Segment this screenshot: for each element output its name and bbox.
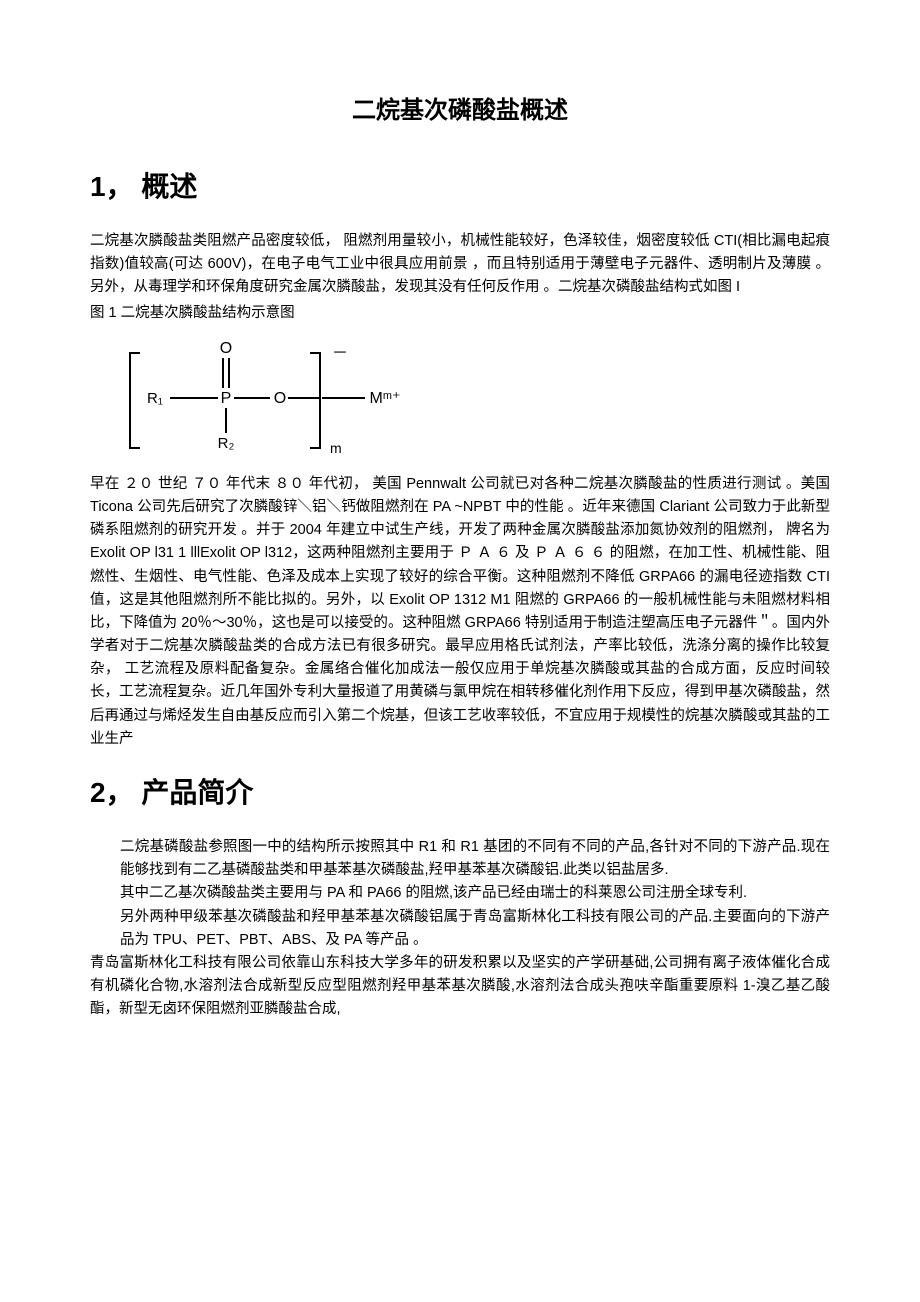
chemical-structure-diagram: O P R₁ O R₂ － m Mᵐ⁺ (110, 333, 410, 463)
label-r2: R₂ (218, 435, 235, 452)
section-2-para-2: 其中二乙基次磷酸盐类主要用与 PA 和 PA66 的阻燃,该产品已经由瑞士的科莱… (120, 882, 830, 905)
bracket-left (130, 353, 140, 448)
label-sub-m: m (330, 440, 342, 456)
section-2-para-4: 青岛富斯林化工科技有限公司依靠山东科技大学多年的研发积累以及坚实的产学研基础,公… (90, 952, 830, 1022)
document-title: 二烷基次磷酸盐概述 (90, 90, 830, 125)
section-1-heading: 1， 概述 (90, 165, 830, 205)
label-r1: R₁ (147, 390, 163, 407)
section-2-para-3: 另外两种甲级苯基次磷酸盐和羟甲基苯基次磷酸铝属于青岛富斯林化工科技有限公司的产品… (120, 906, 830, 952)
section-1-para-2: 早在 ２０ 世纪 ７０ 年代末 ８０ 年代初， 美国 Pennwalt 公司就已… (90, 473, 830, 751)
page: 二烷基次磷酸盐概述 1， 概述 二烷基次膦酸盐类阻燃产品密度较低， 阻燃剂用量较… (0, 0, 920, 1302)
bracket-right (310, 353, 320, 448)
section-1-para-1: 二烷基次膦酸盐类阻燃产品密度较低， 阻燃剂用量较小，机械性能较好，色泽较佳，烟密… (90, 230, 830, 300)
label-o-top: O (220, 340, 232, 357)
label-m: Mᵐ⁺ (370, 390, 401, 407)
label-p: P (221, 390, 232, 407)
label-minus: － (332, 345, 348, 362)
section-2-para-1: 二烷基磷酸盐参照图一中的结构所示按照其中 R1 和 R1 基团的不同有不同的产品… (120, 836, 830, 882)
figure-1-caption: 图 1 二烷基次膦酸盐结构示意图 (90, 302, 830, 325)
section-2-indent-block: 二烷基磷酸盐参照图一中的结构所示按照其中 R1 和 R1 基团的不同有不同的产品… (120, 836, 830, 952)
section-2-heading: 2， 产品简介 (90, 771, 830, 811)
label-o-right: O (274, 390, 286, 407)
